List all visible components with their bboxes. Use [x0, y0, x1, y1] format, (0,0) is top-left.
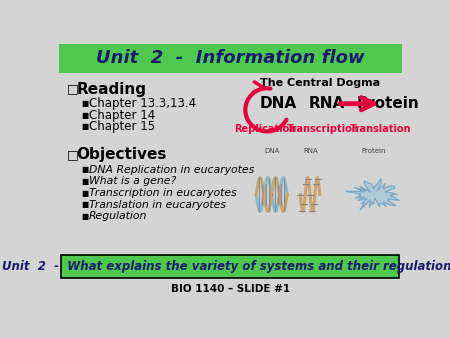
Text: BIO 1140 – SLIDE #1: BIO 1140 – SLIDE #1	[171, 284, 290, 294]
Polygon shape	[346, 179, 399, 210]
Text: Chapter 14: Chapter 14	[89, 109, 155, 122]
Text: Unit  2  -  What explains the variety of systems and their regulation?: Unit 2 - What explains the variety of sy…	[2, 261, 450, 273]
Text: ■: ■	[81, 189, 88, 197]
Text: Objectives: Objectives	[76, 147, 167, 162]
Text: Translation: Translation	[350, 124, 411, 134]
Text: RNA: RNA	[303, 148, 318, 154]
Text: DNA: DNA	[264, 148, 279, 154]
Text: ■: ■	[81, 122, 88, 131]
Text: ■: ■	[81, 165, 88, 174]
FancyBboxPatch shape	[250, 145, 393, 245]
Text: Chapter 13.3,13.4: Chapter 13.3,13.4	[89, 97, 196, 110]
Text: Protein: Protein	[362, 148, 386, 154]
Text: Reading: Reading	[76, 81, 146, 97]
Text: Transcription: Transcription	[287, 124, 360, 134]
Text: Regulation: Regulation	[89, 211, 147, 221]
Text: □: □	[67, 148, 79, 161]
Text: Replication: Replication	[234, 124, 297, 134]
Text: Chapter 15: Chapter 15	[89, 120, 155, 133]
Text: DNA: DNA	[260, 96, 297, 111]
Text: ■: ■	[81, 99, 88, 108]
FancyBboxPatch shape	[61, 256, 399, 279]
Text: The Central Dogma: The Central Dogma	[260, 78, 380, 88]
Text: ■: ■	[81, 212, 88, 221]
Text: Translation in eucaryotes: Translation in eucaryotes	[89, 199, 226, 210]
Text: □: □	[67, 82, 79, 96]
Text: Transcription in eucaryotes: Transcription in eucaryotes	[89, 188, 237, 198]
Text: Unit  2  -  Information flow: Unit 2 - Information flow	[96, 49, 365, 67]
Text: RNA: RNA	[308, 96, 344, 111]
Text: What is a gene?: What is a gene?	[89, 176, 176, 187]
FancyBboxPatch shape	[59, 44, 402, 73]
Text: ■: ■	[81, 177, 88, 186]
Text: ■: ■	[81, 200, 88, 209]
Text: Protein: Protein	[357, 96, 420, 111]
Text: ■: ■	[81, 111, 88, 120]
Text: DNA Replication in eucaryotes: DNA Replication in eucaryotes	[89, 165, 254, 175]
